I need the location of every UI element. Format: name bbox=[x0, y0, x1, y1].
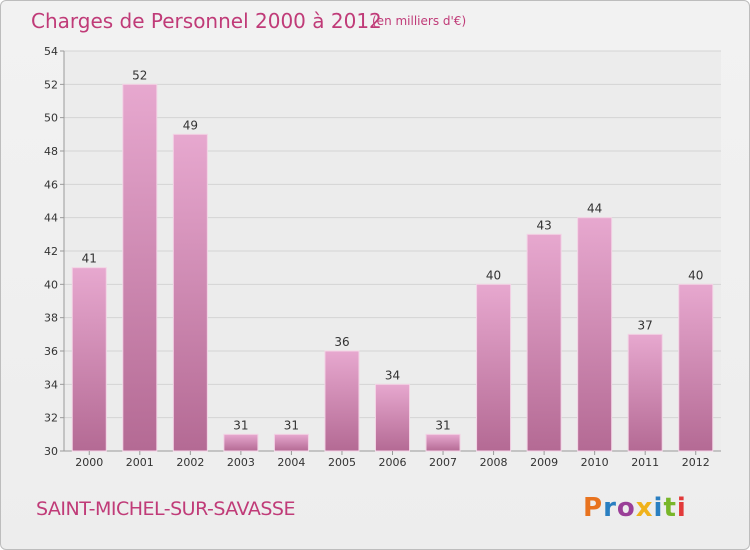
x-tick-label: 2002 bbox=[176, 456, 204, 469]
logo-letter: r bbox=[603, 493, 617, 523]
bar-value-label: 52 bbox=[132, 68, 147, 82]
chart-subtitle: (en milliers d'€) bbox=[372, 14, 467, 28]
bar bbox=[627, 333, 663, 452]
bar-value-label: 36 bbox=[334, 335, 349, 349]
commune-name: SAINT-MICHEL-SUR-SAVASSE bbox=[36, 498, 295, 520]
bar-value-label: 41 bbox=[82, 252, 97, 266]
proxiti-logo: Proxiti bbox=[583, 490, 687, 526]
y-tick-label: 44 bbox=[44, 212, 58, 225]
bar bbox=[324, 350, 360, 452]
bar-value-label: 49 bbox=[183, 118, 198, 132]
chart-title: Charges de Personnel 2000 à 2012 bbox=[31, 9, 382, 33]
logo-letter: P bbox=[583, 493, 604, 523]
bar bbox=[273, 433, 309, 452]
y-tick-label: 32 bbox=[44, 412, 58, 425]
y-tick-label: 52 bbox=[44, 78, 58, 91]
y-tick-label: 48 bbox=[44, 145, 58, 158]
logo-letter: x bbox=[635, 493, 654, 523]
bar bbox=[71, 267, 107, 452]
bar bbox=[476, 283, 512, 452]
bar bbox=[577, 217, 613, 452]
y-tick-label: 46 bbox=[44, 178, 58, 191]
x-tick-label: 2010 bbox=[581, 456, 609, 469]
y-tick-label: 50 bbox=[44, 112, 58, 125]
x-tick-label: 2001 bbox=[126, 456, 154, 469]
bar-value-label: 40 bbox=[688, 268, 703, 282]
y-tick-label: 42 bbox=[44, 245, 58, 258]
bar bbox=[678, 283, 714, 452]
y-tick-label: 36 bbox=[44, 345, 58, 358]
x-tick-label: 2009 bbox=[530, 456, 558, 469]
logo-letter: t bbox=[663, 493, 677, 523]
y-tick-label: 40 bbox=[44, 278, 58, 291]
x-tick-label: 2000 bbox=[75, 456, 103, 469]
logo-letter: o bbox=[616, 493, 636, 523]
bar bbox=[425, 433, 461, 452]
y-tick-label: 38 bbox=[44, 312, 58, 325]
bar-value-label: 37 bbox=[638, 318, 653, 332]
x-tick-label: 2008 bbox=[480, 456, 508, 469]
x-tick-label: 2011 bbox=[631, 456, 659, 469]
bar bbox=[172, 133, 208, 452]
logo-letter: i bbox=[653, 493, 664, 523]
bar-value-label: 40 bbox=[486, 268, 501, 282]
bar bbox=[223, 433, 259, 452]
y-tick-label: 54 bbox=[44, 45, 58, 58]
x-tick-label: 2006 bbox=[379, 456, 407, 469]
bar-value-label: 31 bbox=[233, 418, 248, 432]
logo-letter: i bbox=[676, 493, 687, 523]
bar-value-label: 34 bbox=[385, 368, 400, 382]
bar-value-label: 31 bbox=[435, 418, 450, 432]
bar-value-label: 31 bbox=[284, 418, 299, 432]
bar-value-label: 44 bbox=[587, 202, 602, 216]
x-tick-label: 2012 bbox=[682, 456, 710, 469]
x-tick-label: 2005 bbox=[328, 456, 356, 469]
bar-value-label: 43 bbox=[536, 218, 551, 232]
x-tick-label: 2007 bbox=[429, 456, 457, 469]
y-tick-label: 34 bbox=[44, 378, 58, 391]
bar bbox=[375, 383, 410, 452]
bar bbox=[526, 233, 562, 452]
x-tick-label: 2004 bbox=[277, 456, 305, 469]
y-tick-label: 30 bbox=[44, 445, 58, 458]
x-tick-label: 2003 bbox=[227, 456, 255, 469]
bar bbox=[122, 83, 158, 452]
